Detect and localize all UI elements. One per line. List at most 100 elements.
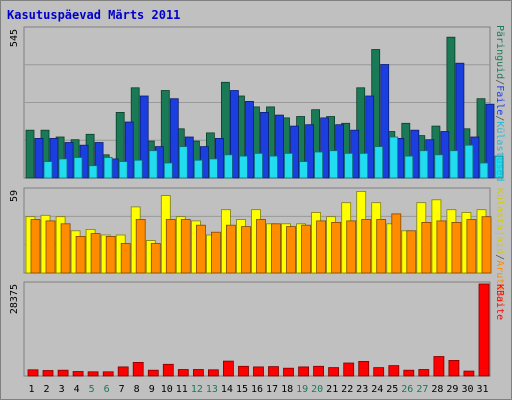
- bar-kbaite-day-18: [283, 367, 294, 377]
- bar-aruteid-day-22: [346, 220, 357, 274]
- bar-aruteid-day-11: [180, 219, 191, 274]
- bar-aruteid-day-20: [316, 220, 327, 274]
- bar-aruteid-day-12: [195, 224, 206, 274]
- bar-külastused-day-29: [464, 144, 474, 179]
- legend-entry: Külastajaid: [494, 188, 505, 254]
- bar-külastused-day-4: [88, 165, 98, 179]
- bar-aruteid-day-9: [150, 243, 161, 274]
- bar-kbaite-day-14: [222, 360, 234, 377]
- bar-külastused-day-30: [479, 162, 489, 179]
- right-legend-3: KBaite: [494, 284, 505, 320]
- bar-külastused-day-3: [73, 157, 83, 179]
- bar-külastused-day-6: [118, 161, 128, 179]
- bar-kbaite-day-29: [448, 359, 460, 377]
- bar-aruteid-day-2: [45, 220, 56, 274]
- x-tick-label-19: 19: [296, 384, 308, 395]
- legend-entry: Päringuid: [494, 25, 505, 79]
- x-tick-label-26: 26: [401, 384, 413, 395]
- bar-külastused-day-25: [404, 155, 414, 179]
- bar-aruteid-day-7: [120, 243, 131, 274]
- bar-külastused-day-12: [208, 158, 218, 179]
- bar-külastused-day-1: [43, 161, 53, 179]
- bar-kbaite-day-1: [27, 369, 39, 377]
- bar-kbaite-day-12: [192, 369, 204, 377]
- bar-kbaite-day-5: [87, 371, 99, 377]
- x-tick-label-17: 17: [266, 384, 278, 395]
- bar-faile-day-5: [94, 142, 104, 179]
- x-tick-label-2: 2: [43, 384, 49, 395]
- x-tick-label-1: 1: [28, 384, 34, 395]
- bar-faile-day-17: [275, 114, 284, 179]
- bar-aruteid-day-27: [421, 221, 432, 274]
- bar-aruteid-day-21: [331, 221, 342, 274]
- bar-aruteid-day-19: [301, 224, 312, 274]
- x-tick-label-8: 8: [134, 384, 140, 395]
- bar-kbaite-day-9: [147, 369, 159, 377]
- right-legends: Päringuid/Faile/KülastusedKülastajaid/Ar…: [494, 25, 505, 320]
- bar-külastused-day-20: [329, 150, 339, 179]
- bar-kbaite-day-23: [358, 360, 370, 377]
- bar-aruteid-day-5: [90, 233, 101, 274]
- x-tick-label-25: 25: [386, 384, 398, 395]
- x-tick-label-3: 3: [59, 384, 65, 395]
- bar-faile-day-13: [214, 137, 224, 179]
- bar-aruteid-day-14: [225, 224, 236, 274]
- x-tick-label-12: 12: [191, 384, 203, 395]
- bar-aruteid-day-25: [391, 213, 402, 274]
- x-tick-label-16: 16: [251, 384, 263, 395]
- bar-külastused-day-31: [494, 155, 504, 179]
- bar-kbaite-day-20: [313, 365, 325, 377]
- bar-külastused-day-18: [299, 161, 308, 179]
- bar-faile-day-15: [245, 101, 254, 179]
- bar-külastused-day-5: [103, 157, 113, 179]
- x-tick-label-9: 9: [149, 384, 155, 395]
- bar-aruteid-day-6: [105, 235, 116, 274]
- right-legend-2: Külastajaid/Aruteid: [494, 188, 505, 302]
- bar-aruteid-day-29: [451, 221, 462, 274]
- bars: [25, 36, 504, 377]
- x-tick-label-6: 6: [104, 384, 110, 395]
- x-tick-label-5: 5: [89, 384, 95, 395]
- legend-entry: Faile: [494, 85, 505, 115]
- bar-külastused-day-26: [419, 150, 429, 179]
- bar-kbaite-day-11: [177, 369, 189, 377]
- bar-külastused-day-23: [374, 146, 384, 179]
- bar-külastused-day-19: [314, 151, 324, 179]
- x-tick-label-24: 24: [371, 384, 383, 395]
- bar-kbaite-day-25: [388, 365, 400, 377]
- bar-aruteid-day-3: [60, 223, 71, 274]
- bar-aruteid-day-4: [75, 235, 86, 274]
- legend-entry: KBaite: [494, 284, 505, 320]
- x-tick-label-21: 21: [326, 384, 338, 395]
- bar-kbaite-day-26: [403, 369, 415, 377]
- bar-aruteid-day-18: [286, 226, 296, 274]
- bar-faile-day-24: [380, 64, 390, 179]
- bar-aruteid-day-16: [256, 219, 266, 274]
- bar-kbaite-day-10: [162, 363, 174, 377]
- bar-päringuid-day-1: [25, 129, 35, 179]
- x-tick-label-29: 29: [446, 384, 458, 395]
- bar-külastused-day-15: [254, 152, 263, 179]
- bar-faile-day-29: [455, 62, 465, 179]
- bar-kbaite-day-3: [57, 369, 69, 377]
- bar-kbaite-day-2: [42, 370, 54, 377]
- bar-aruteid-day-26: [406, 230, 417, 274]
- bar-faile-day-23: [365, 95, 375, 179]
- legend-entry: Külastused: [494, 121, 505, 181]
- right-legend-1: Päringuid/Faile/Külastused: [494, 25, 505, 182]
- bar-aruteid-day-24: [376, 219, 387, 274]
- x-tick-label-4: 4: [74, 384, 80, 395]
- bar-faile-day-2: [49, 137, 59, 179]
- bar-kbaite-day-17: [268, 366, 279, 377]
- bar-külastused-day-17: [284, 152, 293, 179]
- bar-kbaite-day-8: [132, 361, 144, 377]
- bar-külastused-day-21: [344, 152, 354, 179]
- legend-entry: /: [494, 79, 505, 85]
- bar-aruteid-day-30: [466, 219, 477, 274]
- bar-külastused-day-8: [148, 150, 158, 179]
- x-tick-label-20: 20: [311, 384, 323, 395]
- bar-kbaite-day-19: [298, 366, 310, 377]
- bar-külastused-day-9: [163, 162, 173, 179]
